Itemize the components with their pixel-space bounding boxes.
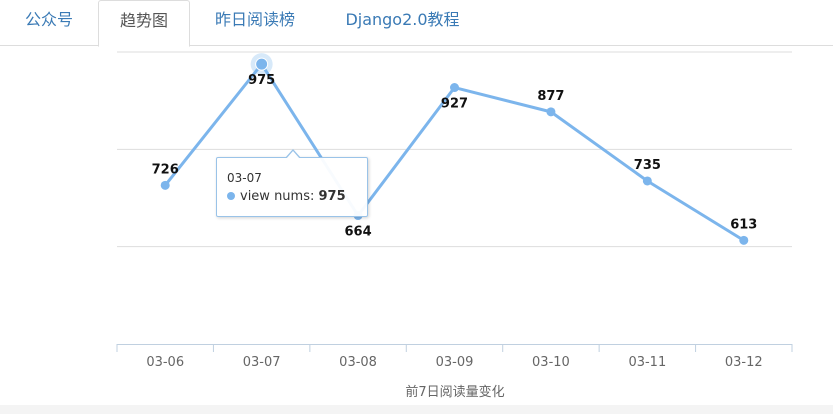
data-label: 613 <box>730 217 757 232</box>
tooltip-value: 975 <box>318 189 346 204</box>
tab-official-account[interactable]: 公众号 <box>0 0 98 46</box>
data-label: 735 <box>634 158 661 173</box>
data-label: 664 <box>345 225 372 240</box>
data-point <box>450 83 459 93</box>
tooltip-row: view nums: 975 <box>227 189 346 204</box>
tab-bar: 公众号 趋势图 昨日阅读榜 Django2.0教程 <box>0 0 833 47</box>
tab-label: 公众号 <box>24 10 73 29</box>
x-tick-label: 03-06 <box>146 355 184 370</box>
tooltip: 03-07 view nums: 975 <box>216 149 368 217</box>
data-label: 927 <box>441 97 468 112</box>
tab-yesterday-ranking[interactable]: 昨日阅读榜 <box>190 0 320 46</box>
data-label: 877 <box>537 89 564 104</box>
data-label: 726 <box>152 162 179 177</box>
tab-django-tutorial[interactable]: Django2.0教程 <box>320 0 485 46</box>
x-axis-title: 前7日阅读量变化 <box>405 384 504 400</box>
x-axis: 03-06 03-07 03-08 03-09 03-10 03-11 03-12 <box>116 344 793 370</box>
data-label: 975 <box>248 73 275 88</box>
data-point <box>546 107 556 117</box>
data-point <box>642 176 652 186</box>
series-view-nums <box>160 53 749 245</box>
x-tick-label: 03-11 <box>628 355 666 370</box>
x-tick-label: 03-08 <box>339 355 377 370</box>
data-point <box>255 57 269 71</box>
tooltip-date: 03-07 <box>227 171 262 185</box>
tab-trend[interactable]: 趋势图 <box>98 0 190 47</box>
footer-band <box>0 405 833 414</box>
x-tick-label: 03-07 <box>243 355 281 370</box>
tooltip-series-name: view nums <box>240 189 310 204</box>
x-tick-label: 03-09 <box>436 355 474 370</box>
x-tick-label: 03-12 <box>725 355 763 370</box>
x-tick-label: 03-10 <box>532 355 570 370</box>
tab-label: 昨日阅读榜 <box>214 10 295 29</box>
tab-label: Django2.0教程 <box>345 10 460 29</box>
tab-label: 趋势图 <box>119 11 168 30</box>
line-chart: 03-06 03-07 03-08 03-09 03-10 03-11 03-12 726 9… <box>116 51 793 400</box>
data-labels: 726 975 664 927 877 735 613 <box>152 73 758 239</box>
grid-lines <box>117 51 792 248</box>
series-dot-icon <box>227 191 235 200</box>
tooltip-separator: : <box>309 189 315 204</box>
data-point <box>739 235 749 245</box>
data-point <box>160 180 170 190</box>
